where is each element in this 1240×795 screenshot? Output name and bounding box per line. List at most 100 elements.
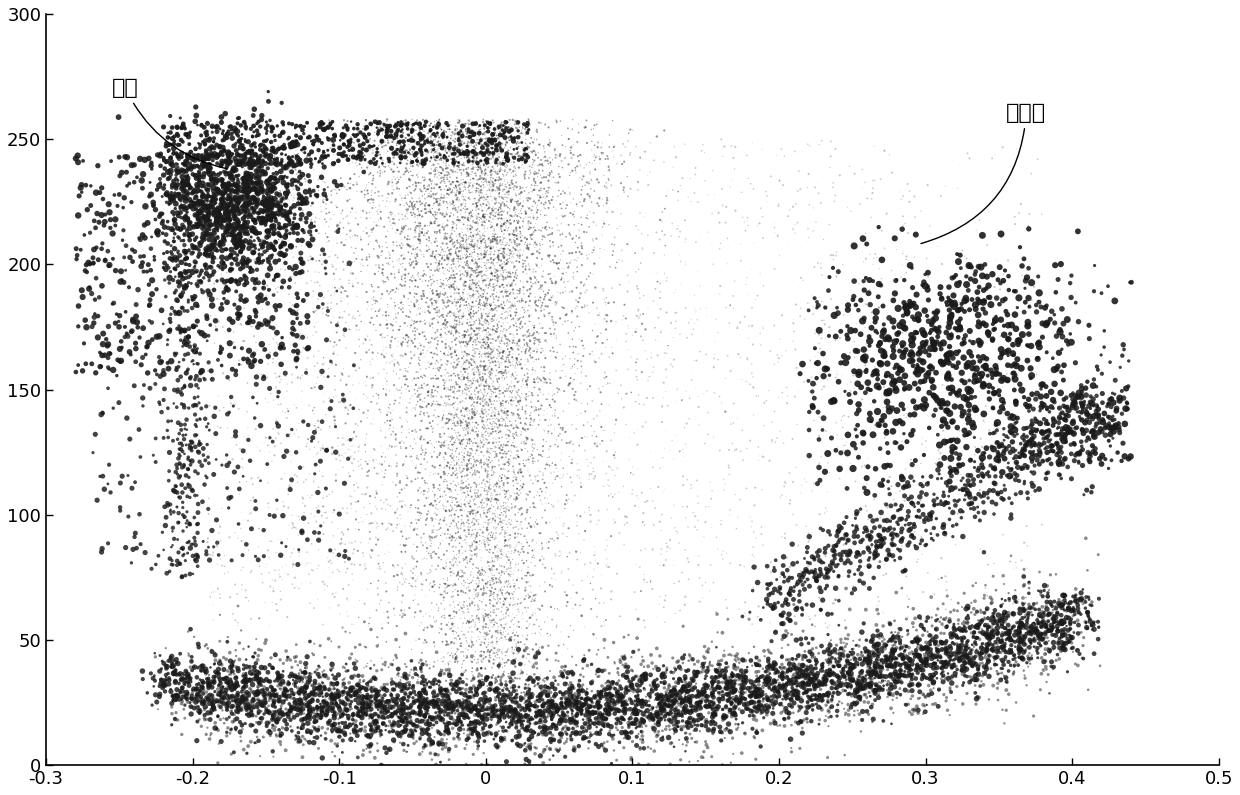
- Point: [455, 545, 475, 557]
- Point: [200, 236, 219, 249]
- Point: [502, 148, 522, 161]
- Point: [686, 521, 706, 533]
- Point: [458, 588, 477, 601]
- Point: [466, 169, 486, 182]
- Point: [410, 709, 430, 722]
- Point: [171, 334, 191, 347]
- Point: [205, 646, 224, 659]
- Point: [626, 714, 646, 727]
- Point: [1055, 617, 1075, 630]
- Point: [565, 599, 585, 611]
- Point: [495, 138, 515, 150]
- Point: [207, 244, 227, 257]
- Point: [516, 678, 536, 691]
- Point: [1006, 556, 1025, 568]
- Point: [218, 125, 238, 138]
- Point: [828, 570, 848, 583]
- Point: [1076, 389, 1096, 401]
- Point: [500, 203, 520, 215]
- Point: [858, 653, 878, 665]
- Point: [491, 695, 511, 708]
- Point: [1107, 402, 1127, 415]
- Point: [428, 334, 448, 347]
- Point: [997, 675, 1017, 688]
- Point: [498, 628, 518, 641]
- Point: [1112, 407, 1132, 420]
- Point: [176, 665, 196, 677]
- Point: [174, 235, 193, 247]
- Point: [465, 150, 485, 163]
- Point: [267, 158, 286, 171]
- Point: [467, 118, 487, 130]
- Point: [435, 177, 455, 190]
- Point: [909, 692, 929, 705]
- Point: [222, 155, 242, 168]
- Point: [466, 722, 486, 735]
- Point: [306, 211, 326, 224]
- Point: [727, 723, 746, 735]
- Point: [434, 405, 454, 417]
- Point: [254, 274, 274, 287]
- Point: [986, 651, 1006, 664]
- Point: [259, 211, 279, 224]
- Point: [193, 372, 213, 385]
- Point: [854, 674, 874, 687]
- Point: [479, 611, 498, 624]
- Point: [507, 312, 527, 324]
- Point: [355, 707, 374, 719]
- Point: [777, 665, 797, 678]
- Point: [387, 440, 407, 452]
- Point: [184, 246, 203, 259]
- Point: [281, 368, 301, 381]
- Point: [438, 460, 458, 472]
- Point: [947, 631, 967, 644]
- Point: [880, 515, 900, 528]
- Point: [596, 378, 616, 391]
- Point: [296, 440, 316, 452]
- Point: [538, 427, 558, 440]
- Point: [196, 134, 216, 147]
- Point: [511, 509, 531, 522]
- Point: [337, 290, 357, 303]
- Point: [167, 254, 187, 266]
- Point: [412, 130, 432, 143]
- Point: [309, 660, 329, 673]
- Point: [548, 176, 568, 189]
- Point: [451, 235, 471, 247]
- Point: [491, 324, 511, 337]
- Point: [751, 689, 771, 702]
- Point: [1045, 259, 1065, 272]
- Point: [215, 690, 234, 703]
- Point: [568, 707, 588, 719]
- Point: [272, 245, 291, 258]
- Point: [511, 161, 531, 174]
- Point: [534, 704, 554, 717]
- Point: [233, 238, 253, 251]
- Point: [217, 252, 237, 265]
- Point: [494, 463, 513, 475]
- Point: [563, 208, 583, 221]
- Point: [791, 638, 811, 650]
- Point: [403, 728, 423, 741]
- Point: [649, 312, 668, 324]
- Point: [460, 437, 480, 450]
- Point: [453, 646, 472, 658]
- Point: [378, 176, 398, 188]
- Point: [533, 440, 553, 452]
- Point: [482, 233, 502, 246]
- Point: [810, 713, 830, 726]
- Point: [589, 643, 609, 656]
- Point: [484, 314, 503, 327]
- Point: [507, 639, 527, 652]
- Point: [469, 562, 489, 575]
- Point: [332, 621, 352, 634]
- Point: [336, 342, 356, 355]
- Point: [207, 696, 227, 708]
- Point: [689, 725, 709, 738]
- Point: [678, 716, 698, 729]
- Point: [557, 199, 577, 211]
- Point: [413, 673, 433, 685]
- Point: [563, 681, 583, 694]
- Point: [901, 668, 921, 681]
- Point: [491, 704, 511, 716]
